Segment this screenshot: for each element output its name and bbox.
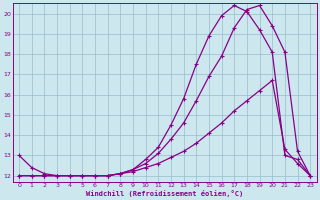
X-axis label: Windchill (Refroidissement éolien,°C): Windchill (Refroidissement éolien,°C) <box>86 190 243 197</box>
